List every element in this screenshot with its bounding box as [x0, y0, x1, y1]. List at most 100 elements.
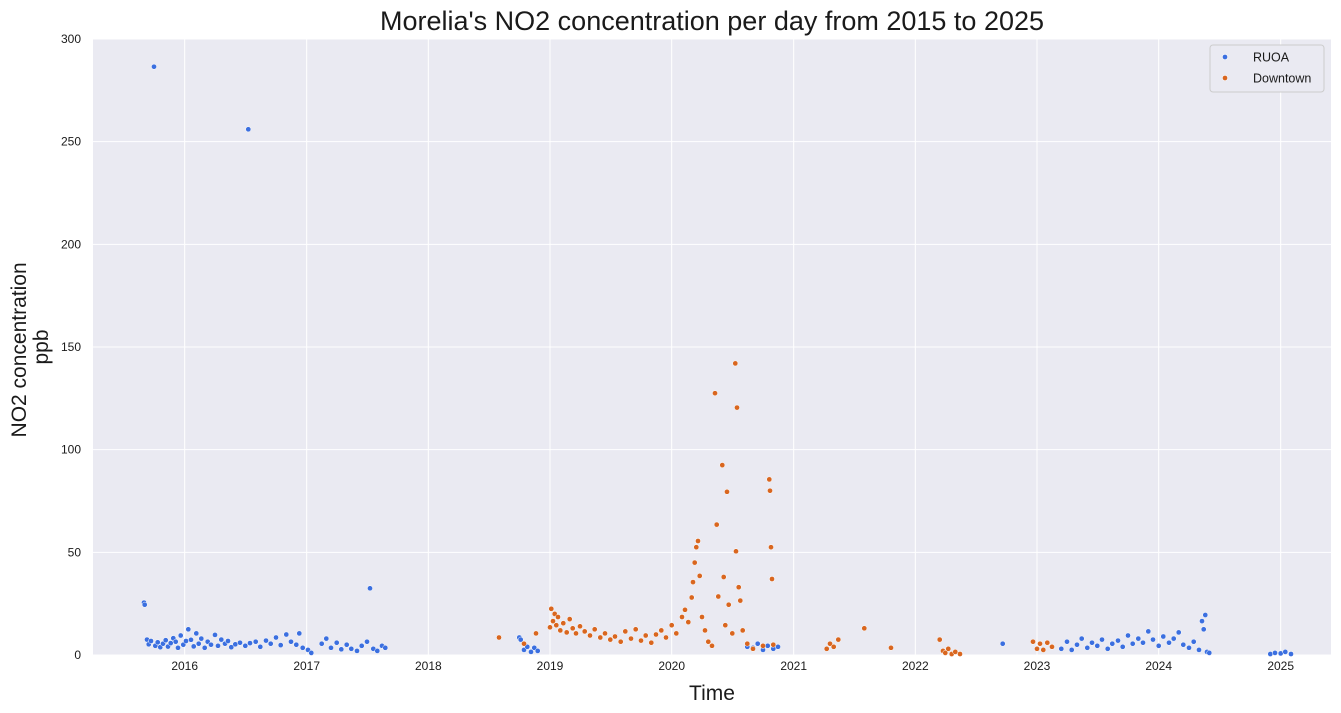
- point-ruoa: [1074, 641, 1080, 648]
- point-ruoa: [296, 630, 303, 637]
- point-downtown: [760, 642, 766, 649]
- point-downtown: [722, 622, 729, 629]
- x-gridlines: [184, 39, 1282, 655]
- point-ruoa: [218, 636, 225, 643]
- point-ruoa: [1064, 638, 1070, 645]
- point-ruoa: [148, 638, 154, 644]
- point-downtown: [823, 645, 830, 652]
- point-downtown: [725, 601, 732, 608]
- point-ruoa: [228, 644, 235, 651]
- point-ruoa: [1199, 618, 1205, 624]
- legend-marker-downtown: [1222, 75, 1228, 81]
- point-downtown: [533, 630, 539, 637]
- point-ruoa: [263, 637, 269, 644]
- x-tick-label: 2018: [415, 659, 442, 673]
- point-downtown: [555, 614, 561, 620]
- point-downtown: [713, 521, 720, 528]
- point-ruoa: [338, 646, 345, 653]
- point-downtown: [1034, 645, 1040, 652]
- point-ruoa: [1109, 640, 1116, 647]
- point-downtown: [607, 636, 614, 643]
- point-ruoa: [1104, 645, 1111, 652]
- point-downtown: [648, 639, 655, 646]
- point-downtown: [560, 620, 567, 627]
- point-ruoa: [1058, 645, 1065, 652]
- point-ruoa: [1078, 635, 1085, 642]
- y-axis-title: NO2 concentration ppb: [8, 257, 53, 438]
- point-ruoa: [348, 645, 355, 652]
- point-ruoa: [323, 635, 330, 642]
- point-ruoa: [1206, 650, 1213, 656]
- legend-marker-ruoa: [1222, 54, 1228, 60]
- point-downtown: [587, 632, 593, 639]
- point-downtown: [827, 640, 833, 647]
- x-tick-label: 2022: [902, 659, 929, 673]
- point-downtown: [688, 594, 695, 601]
- point-downtown: [739, 627, 746, 634]
- point-downtown: [769, 576, 775, 582]
- point-downtown: [861, 625, 868, 632]
- point-downtown: [709, 642, 715, 649]
- x-tick-labels: 2016 2017 2018 2019 2020 2021 2022 2023 2024 2025: [171, 659, 1294, 673]
- point-ruoa: [257, 643, 264, 650]
- point-downtown: [557, 627, 564, 634]
- point-downtown: [496, 634, 502, 641]
- point-downtown: [693, 544, 700, 551]
- point-ruoa: [1190, 638, 1197, 645]
- point-ruoa: [534, 648, 541, 654]
- point-downtown: [569, 625, 576, 632]
- point-ruoa: [277, 642, 284, 648]
- point-ruoa: [1288, 651, 1294, 657]
- point-ruoa: [764, 642, 771, 649]
- point-downtown: [679, 614, 685, 620]
- point-ruoa: [1150, 636, 1156, 643]
- point-ruoa: [237, 639, 243, 646]
- x-tick-label: 2023: [1024, 659, 1051, 673]
- point-downtown: [658, 627, 665, 634]
- point-downtown: [945, 645, 952, 652]
- point-downtown: [695, 538, 701, 544]
- point-downtown: [724, 488, 730, 495]
- point-ruoa: [1140, 639, 1146, 646]
- point-ruoa: [195, 640, 202, 647]
- point-ruoa: [245, 126, 252, 133]
- x-tick-label: 2017: [293, 659, 320, 673]
- point-ruoa: [141, 601, 148, 608]
- x-tick-label: 2019: [537, 659, 564, 673]
- point-ruoa: [185, 626, 192, 633]
- point-ruoa: [364, 638, 370, 645]
- point-ruoa: [1084, 644, 1091, 651]
- y-tick-label: 50: [68, 545, 82, 559]
- x-axis-title: Time: [689, 682, 735, 705]
- x-tick-label: 2016: [171, 659, 198, 673]
- point-downtown: [691, 559, 698, 566]
- point-downtown: [888, 644, 894, 651]
- point-ruoa: [517, 636, 524, 643]
- point-ruoa: [1175, 629, 1182, 636]
- point-downtown: [663, 634, 669, 641]
- point-ruoa: [208, 641, 214, 648]
- point-ruoa: [1160, 633, 1167, 640]
- point-ruoa: [367, 585, 373, 592]
- point-downtown: [735, 584, 742, 591]
- point-downtown: [690, 579, 696, 585]
- point-ruoa: [175, 644, 181, 651]
- point-downtown: [766, 476, 773, 483]
- point-downtown: [617, 638, 624, 645]
- point-downtown: [563, 629, 570, 636]
- point-downtown: [770, 641, 777, 648]
- y-tick-label: 250: [61, 135, 81, 149]
- point-ruoa: [343, 641, 350, 648]
- point-downtown: [597, 634, 604, 641]
- legend-label-ruoa: RUOA: [1253, 51, 1290, 65]
- point-downtown: [547, 624, 553, 631]
- legend-label-downtown: Downtown: [1253, 72, 1311, 86]
- point-ruoa: [1155, 642, 1162, 649]
- point-ruoa: [212, 632, 218, 638]
- point-downtown: [719, 462, 726, 468]
- point-ruoa: [358, 642, 365, 649]
- point-ruoa: [151, 63, 157, 70]
- point-downtown: [830, 643, 837, 650]
- point-ruoa: [172, 638, 179, 645]
- x-tick-label: 2025: [1267, 659, 1294, 673]
